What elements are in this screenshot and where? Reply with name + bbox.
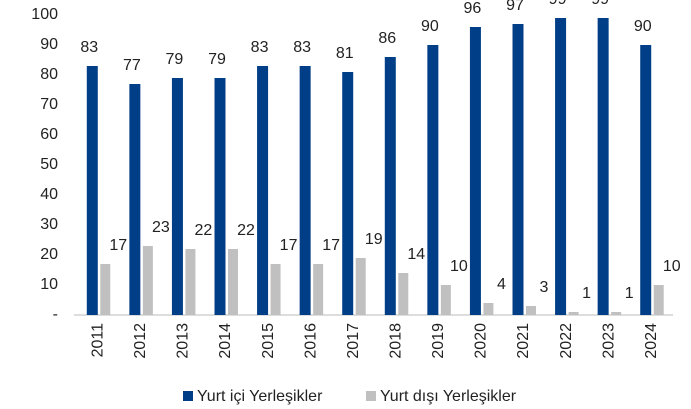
data-label: 19 xyxy=(365,231,383,248)
bar xyxy=(568,312,579,315)
bar xyxy=(384,57,396,315)
x-tick-label: 2011 xyxy=(90,323,107,358)
bar xyxy=(299,66,311,315)
data-label: 90 xyxy=(421,18,439,35)
bar xyxy=(597,18,609,315)
data-label: 79 xyxy=(208,51,226,68)
data-label: 4 xyxy=(497,276,506,293)
y-tick-label: 40 xyxy=(40,186,58,203)
x-tick-label: 2014 xyxy=(217,323,234,359)
legend-swatch xyxy=(183,391,193,401)
data-label: 83 xyxy=(251,39,269,56)
y-tick-label: 50 xyxy=(40,156,58,173)
data-label: 81 xyxy=(336,45,354,62)
bar xyxy=(427,45,439,315)
y-tick-label: 60 xyxy=(40,126,58,143)
x-tick-label: 2015 xyxy=(260,323,277,359)
bar xyxy=(228,249,238,315)
bar xyxy=(483,303,494,315)
data-label: 1 xyxy=(582,285,591,302)
y-tick-label: 100 xyxy=(31,6,58,23)
data-label: 97 xyxy=(506,0,524,14)
x-tick-label: 2018 xyxy=(388,323,405,359)
bar xyxy=(342,72,354,315)
bar xyxy=(398,273,409,315)
bar xyxy=(171,78,183,315)
data-label: 10 xyxy=(450,258,468,275)
data-label: 86 xyxy=(378,30,396,47)
y-tick-label: - xyxy=(53,306,58,323)
bar xyxy=(611,312,622,315)
bar xyxy=(100,264,111,315)
data-label: 79 xyxy=(166,51,184,68)
bar xyxy=(86,66,98,315)
x-tick-label: 2023 xyxy=(600,323,617,359)
x-tick-label: 2022 xyxy=(558,323,575,359)
bar xyxy=(214,78,226,315)
x-tick-label: 2017 xyxy=(345,323,362,359)
x-tick-label: 2021 xyxy=(515,323,532,359)
x-tick-label: 2024 xyxy=(643,323,660,359)
data-label: 23 xyxy=(152,219,170,236)
data-label: 17 xyxy=(280,237,298,254)
data-label: 14 xyxy=(407,246,425,263)
y-tick-label: 30 xyxy=(40,216,58,233)
legend-swatch xyxy=(366,391,376,401)
bar xyxy=(257,66,269,315)
data-label: 1 xyxy=(625,285,634,302)
bar xyxy=(555,18,567,315)
bar xyxy=(640,45,652,315)
data-label: 90 xyxy=(634,18,652,35)
data-label: 3 xyxy=(540,279,549,296)
legend-label: Yurt dışı Yerleşikler xyxy=(380,388,517,405)
x-tick-label: 2020 xyxy=(473,323,490,359)
data-label: 99 xyxy=(549,0,567,8)
bar xyxy=(129,84,141,315)
y-tick-label: 10 xyxy=(40,276,58,293)
bar xyxy=(355,258,366,315)
x-tick-label: 2016 xyxy=(302,323,319,359)
x-tick-label: 2013 xyxy=(175,323,192,359)
bar xyxy=(526,306,536,315)
y-tick-label: 80 xyxy=(40,66,58,83)
x-tick-label: 2019 xyxy=(430,323,447,359)
data-label: 77 xyxy=(123,57,141,74)
bar xyxy=(313,264,324,315)
y-tick-label: 70 xyxy=(40,96,58,113)
data-label: 99 xyxy=(591,0,609,8)
bar xyxy=(270,264,281,315)
data-label: 17 xyxy=(322,237,340,254)
bar xyxy=(185,249,196,315)
data-label: 17 xyxy=(109,237,127,254)
data-label: 22 xyxy=(195,222,213,239)
y-tick-label: 90 xyxy=(40,36,58,53)
bar xyxy=(653,285,664,315)
bar xyxy=(142,246,153,315)
data-label: 83 xyxy=(80,39,98,56)
bar xyxy=(440,285,451,315)
data-label: 83 xyxy=(293,39,311,56)
y-tick-label: 20 xyxy=(40,246,58,263)
data-label: 96 xyxy=(464,0,482,17)
data-label: 10 xyxy=(663,258,681,275)
data-label: 22 xyxy=(237,222,255,239)
bar xyxy=(469,27,481,315)
legend-label: Yurt içi Yerleşikler xyxy=(197,388,323,405)
bar xyxy=(512,24,524,315)
x-tick-label: 2012 xyxy=(132,323,149,359)
